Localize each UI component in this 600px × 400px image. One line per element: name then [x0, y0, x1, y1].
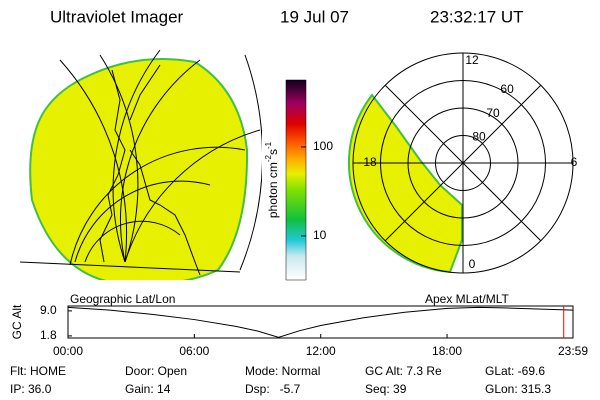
- lat-label: 70: [486, 106, 500, 120]
- y-tick-label: 9.0: [40, 303, 57, 317]
- x-tick-label: 18:00: [432, 344, 462, 358]
- colorbar-tick-label: 100: [313, 139, 333, 153]
- x-tick-label: 23:59: [558, 344, 588, 358]
- polar-grid: [352, 52, 574, 274]
- footer-field: Seq: 39: [365, 382, 407, 396]
- colorbar-ticks: 10 100: [301, 139, 333, 242]
- y-axis-label: GC Alt: [10, 304, 24, 339]
- time: 23:32:17 UT: [430, 7, 524, 26]
- lat-label: 60: [500, 82, 514, 96]
- altitude-plot: 9.0 1.8 00:00 06:00 12:00 18:00 23:59: [40, 303, 588, 358]
- mlt-label: 12: [465, 53, 479, 67]
- colorbar-tick-label: 10: [313, 228, 327, 242]
- unit: photon cm: [266, 162, 280, 218]
- exp: -1: [264, 141, 273, 149]
- altitude-line: [67, 306, 574, 338]
- x-tick-label: 00:00: [53, 344, 83, 358]
- footer-field: Flt: HOME: [10, 364, 66, 378]
- mlt-label: 6: [571, 155, 578, 169]
- footer-field: GC Alt: 7.3 Re: [365, 364, 442, 378]
- footer-field: Gain: 14: [125, 382, 171, 396]
- footer-field: Mode: Normal: [245, 364, 320, 378]
- colorbar: [285, 79, 307, 281]
- exp: -2: [264, 154, 273, 162]
- mlt-line: [384, 84, 542, 242]
- mlt-label: 18: [363, 155, 377, 169]
- footer-field: IP: 36.0: [10, 382, 52, 396]
- y-tick-label: 1.8: [40, 328, 57, 342]
- title: Ultraviolet Imager: [50, 7, 184, 26]
- colorbar-label: photon cm-2s-1: [264, 141, 280, 218]
- plot-frame: [67, 305, 574, 339]
- footer-field: GLat: -69.6: [485, 364, 545, 378]
- footer-field: Door: Open: [125, 364, 187, 378]
- footer-field: GLon: 315.3: [485, 382, 551, 396]
- right-caption: Apex MLat/MLT: [425, 292, 509, 306]
- x-tick-label: 06:00: [179, 344, 209, 358]
- footer-field: Dsp: -5.7: [245, 382, 301, 396]
- date: 19 Jul 07: [280, 7, 349, 26]
- x-tick-label: 12:00: [306, 344, 336, 358]
- geographic-image: [19, 49, 262, 280]
- unit: s: [266, 149, 280, 155]
- left-caption: Geographic Lat/Lon: [70, 292, 175, 306]
- lat-label: 80: [472, 130, 486, 144]
- mlt-label: 0: [469, 257, 476, 271]
